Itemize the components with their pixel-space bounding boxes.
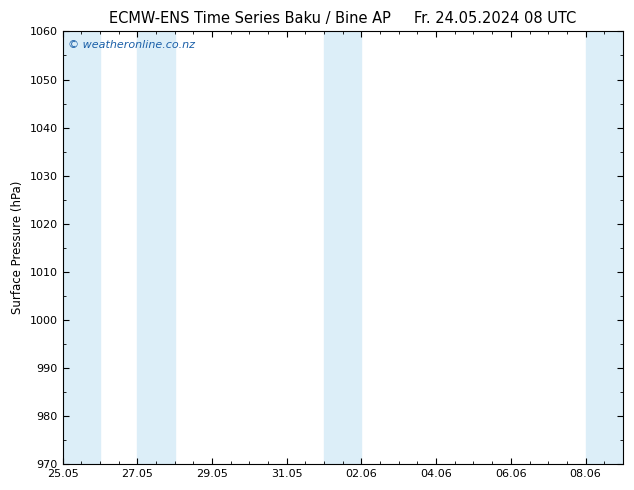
Title: ECMW-ENS Time Series Baku / Bine AP     Fr. 24.05.2024 08 UTC: ECMW-ENS Time Series Baku / Bine AP Fr. …	[109, 11, 576, 26]
Bar	[586, 31, 623, 464]
Bar	[63, 31, 100, 464]
Y-axis label: Surface Pressure (hPa): Surface Pressure (hPa)	[11, 181, 24, 315]
Bar	[138, 31, 175, 464]
Text: © weatheronline.co.nz: © weatheronline.co.nz	[68, 40, 195, 50]
Bar	[324, 31, 361, 464]
